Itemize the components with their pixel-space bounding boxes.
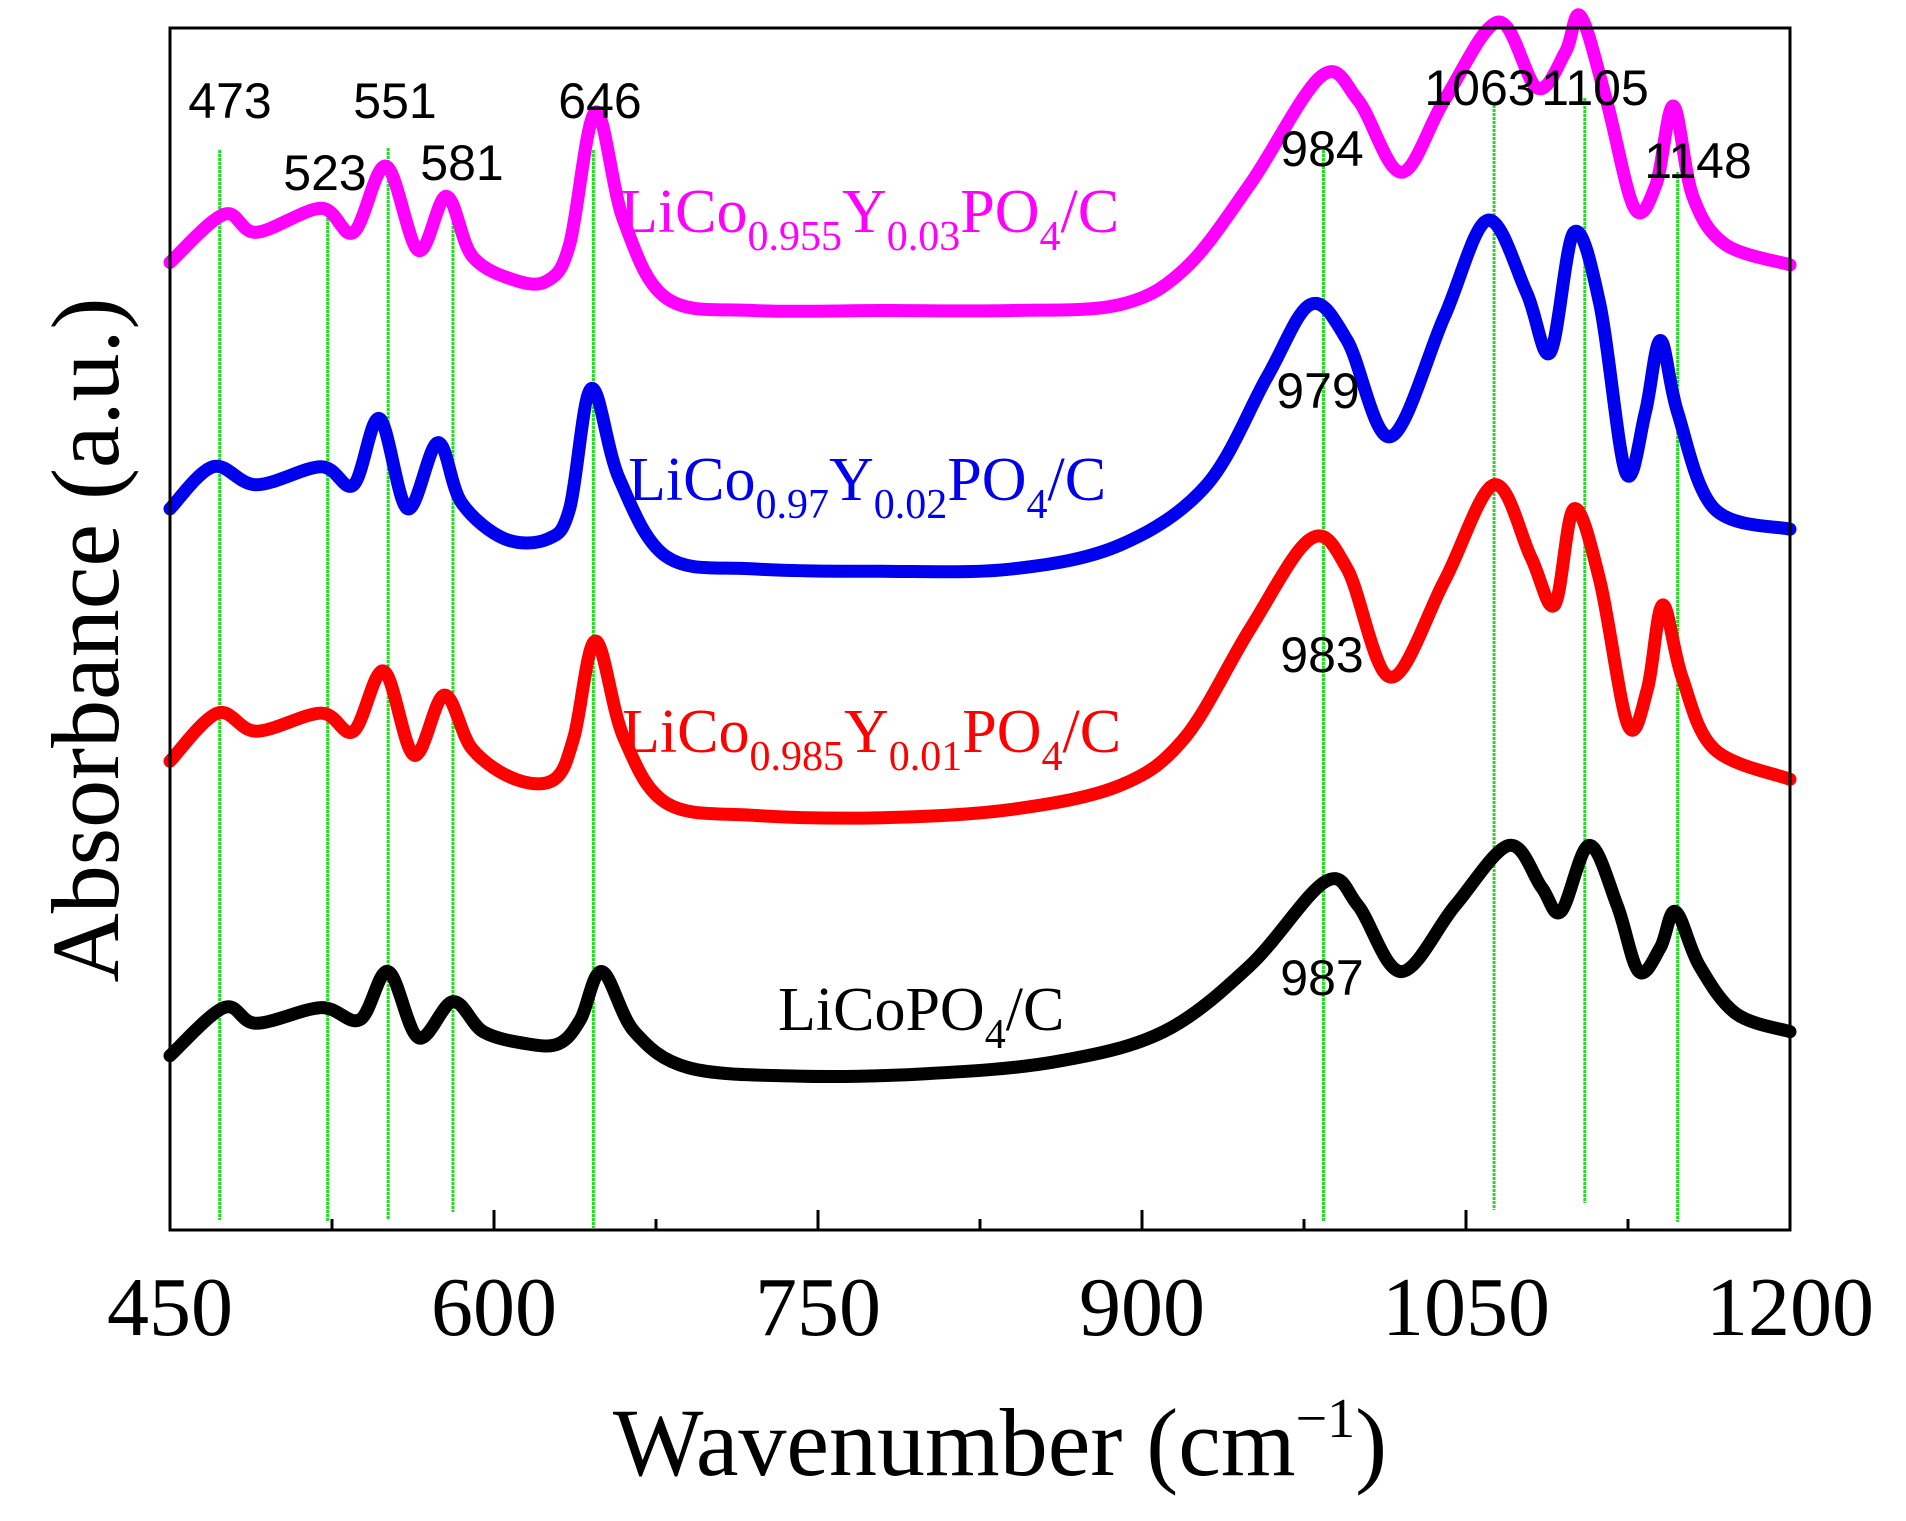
peak-label-1105: 1105	[1541, 60, 1649, 116]
series-group	[163, 8, 1797, 1083]
series-line-undoped	[163, 838, 1797, 1083]
x-tick-label: 1200	[1706, 1261, 1874, 1354]
peak-label-551: 551	[353, 73, 436, 129]
series-name-y001: LiCo0.985Y0.01PO4/C	[622, 698, 1121, 780]
peak-label-1148: 1148	[1644, 133, 1752, 189]
peak-annotation-undoped: 987	[1280, 950, 1363, 1006]
series-name-y002: LiCo0.97Y0.02PO4/C	[628, 446, 1106, 528]
series-line-y002	[163, 213, 1797, 579]
peak-label-581: 581	[420, 135, 503, 191]
y-axis-title: Absorbance (a.u.)	[32, 297, 139, 982]
x-tick-label: 900	[1079, 1261, 1205, 1354]
peak-annotation-y002: 979	[1276, 363, 1359, 419]
axis-ticks	[168, 1210, 1792, 1230]
peak-label-523: 523	[283, 145, 366, 201]
x-tick-label: 1050	[1382, 1261, 1550, 1354]
x-tick-label: 600	[431, 1261, 557, 1354]
series-line-y001	[163, 478, 1797, 825]
peak-label-984: 984	[1280, 121, 1363, 177]
peak-label-646: 646	[558, 73, 641, 129]
series-name-y003: LiCo0.955Y0.03PO4/C	[620, 178, 1119, 260]
x-axis-title: Wavenumber (cm−1)	[613, 1388, 1387, 1496]
x-tick-label: 450	[107, 1261, 233, 1354]
peak-annotation-y001: 983	[1280, 627, 1363, 683]
series-name-undoped: LiCoPO4/C	[778, 976, 1064, 1058]
series-line-y003	[163, 8, 1797, 318]
peak-label-1063: 1063	[1424, 60, 1535, 116]
x-tick-label: 750	[755, 1261, 881, 1354]
peak-label-473: 473	[188, 73, 271, 129]
